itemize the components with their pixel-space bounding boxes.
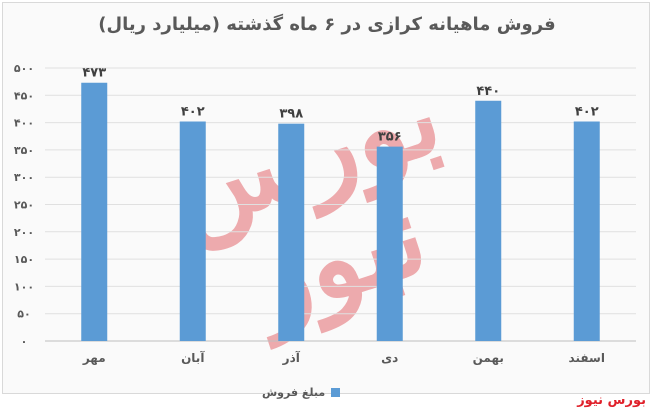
x-category-label: آبان <box>181 350 205 365</box>
legend-label: مبلغ فروش <box>262 386 326 399</box>
bar <box>376 146 403 341</box>
y-tick-label: ۱۵۰ <box>14 253 34 266</box>
data-label: ۴۷۳ <box>82 66 106 81</box>
data-label: ۴۰۲ <box>181 105 205 120</box>
bar <box>573 121 600 342</box>
y-tick-label: ۳۰۰ <box>14 171 34 184</box>
chart-legend: مبلغ فروش <box>262 386 341 399</box>
legend-swatch <box>331 388 341 397</box>
bar <box>81 82 108 341</box>
y-tick-label: ۲۵۰ <box>14 199 34 212</box>
x-category-label: مهر <box>82 351 106 365</box>
y-tick-label: ۲۰۰ <box>14 226 34 239</box>
y-tick-label: ۱۰۰ <box>14 280 34 293</box>
bar <box>475 100 502 341</box>
data-label: ۴۴۰ <box>476 84 500 99</box>
y-tick-label: ۵۰۰ <box>14 62 34 75</box>
y-tick-label: ۴۰۰ <box>14 117 34 130</box>
x-category-label: اسفند <box>569 351 605 365</box>
x-category-label: آذر <box>282 350 301 365</box>
data-label: ۳۵۶ <box>378 130 402 145</box>
y-tick-label: ۴۵۰ <box>14 89 34 102</box>
data-label: ۴۰۲ <box>575 105 599 120</box>
data-label: ۳۹۸ <box>279 107 303 122</box>
source-label: بورس نیوز <box>577 393 646 408</box>
chart-frame <box>2 2 650 394</box>
x-category-label: بهمن <box>473 351 504 365</box>
y-tick-label: ۰ <box>21 335 28 348</box>
x-category-label: دی <box>381 351 398 365</box>
chart-title: فروش ماهیانه کرازی در ۶ ماه گذشته (میلیا… <box>98 14 556 35</box>
y-tick-label: ۳۵۰ <box>14 144 34 157</box>
bar <box>278 123 305 341</box>
y-tick-label: ۵۰ <box>17 308 30 321</box>
bar <box>179 121 206 342</box>
